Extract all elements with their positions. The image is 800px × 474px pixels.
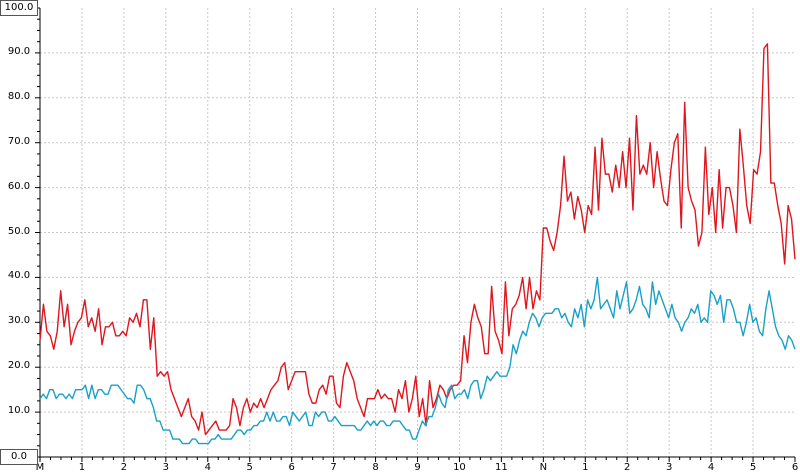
x-tick-label: 4 (205, 462, 211, 473)
x-tick-label: 8 (372, 462, 378, 473)
y-tick-label: 30.0 (7, 315, 31, 327)
x-tick-label: 1 (582, 462, 588, 473)
y-tick-label: 10.0 (7, 405, 31, 417)
y-tick-label: 50.0 (7, 225, 31, 237)
y-tick-label: 80.0 (7, 90, 31, 102)
x-tick-label: 7 (330, 462, 336, 473)
y-tick-label: 60.0 (7, 180, 31, 192)
x-tick-label: 4 (708, 462, 714, 473)
x-tick-label: 1 (79, 462, 85, 473)
x-tick-label: 5 (750, 462, 756, 473)
x-tick-label: 6 (792, 462, 798, 473)
series-group (39, 43, 796, 445)
blue-series-line (39, 276, 796, 445)
x-axis (39, 456, 796, 462)
x-tick-label: 3 (163, 462, 169, 473)
x-tick-labels: M 1 2 3 4 5 6 7 8 9 10 11 N 1 2 3 4 5 6 (36, 462, 799, 473)
y-tick-label: 0.0 (0, 449, 38, 465)
y-tick-label: 90.0 (7, 45, 31, 57)
red-series-line (39, 43, 796, 436)
x-tick-label: 2 (121, 462, 127, 473)
x-tick-label: 2 (624, 462, 630, 473)
y-tick-label: 100.0 (0, 0, 38, 16)
x-tick-label: 3 (666, 462, 672, 473)
x-tick-label: 10 (453, 462, 466, 473)
y-tick-label: 40.0 (7, 270, 31, 282)
x-tick-label: 11 (495, 462, 508, 473)
x-tick-label: M (36, 462, 45, 473)
x-tick-label: 9 (414, 462, 420, 473)
x-tick-label: 6 (288, 462, 294, 473)
x-tick-label: 5 (247, 462, 253, 473)
y-tick-label: 20.0 (7, 360, 31, 372)
y-axis (35, 7, 41, 458)
x-tick-label: N (540, 462, 547, 473)
y-tick-label: 70.0 (7, 135, 31, 147)
